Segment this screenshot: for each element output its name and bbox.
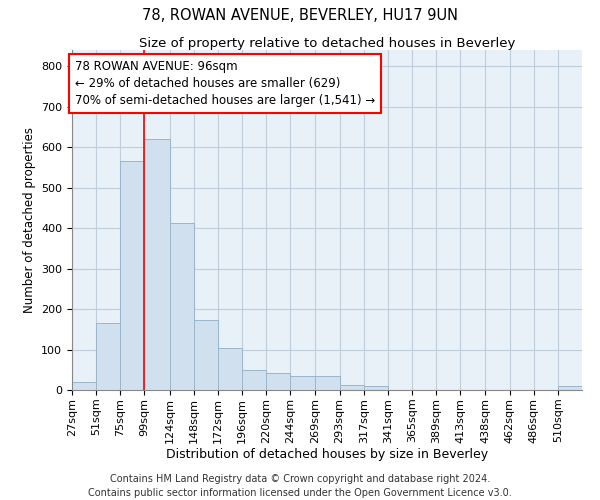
Bar: [96, 323, 120, 390]
Bar: [120, 162, 145, 390]
Bar: [364, 386, 388, 390]
Bar: [266, 373, 290, 390]
Bar: [340, 384, 364, 390]
Text: Contains HM Land Registry data © Crown copyright and database right 2024.
Contai: Contains HM Land Registry data © Crown c…: [88, 474, 512, 498]
Bar: [290, 376, 316, 390]
Text: 78, ROWAN AVENUE, BEVERLEY, HU17 9UN: 78, ROWAN AVENUE, BEVERLEY, HU17 9UN: [142, 8, 458, 22]
Bar: [316, 376, 340, 390]
Bar: [242, 370, 266, 390]
Bar: [218, 348, 242, 390]
Bar: [72, 382, 96, 390]
X-axis label: Distribution of detached houses by size in Beverley: Distribution of detached houses by size …: [166, 448, 488, 462]
Title: Size of property relative to detached houses in Beverley: Size of property relative to detached ho…: [139, 37, 515, 50]
Bar: [170, 223, 194, 390]
Bar: [145, 139, 170, 390]
Y-axis label: Number of detached properties: Number of detached properties: [23, 127, 35, 313]
Bar: [194, 320, 218, 390]
Bar: [558, 386, 582, 390]
Text: 78 ROWAN AVENUE: 96sqm
← 29% of detached houses are smaller (629)
70% of semi-de: 78 ROWAN AVENUE: 96sqm ← 29% of detached…: [75, 60, 375, 107]
